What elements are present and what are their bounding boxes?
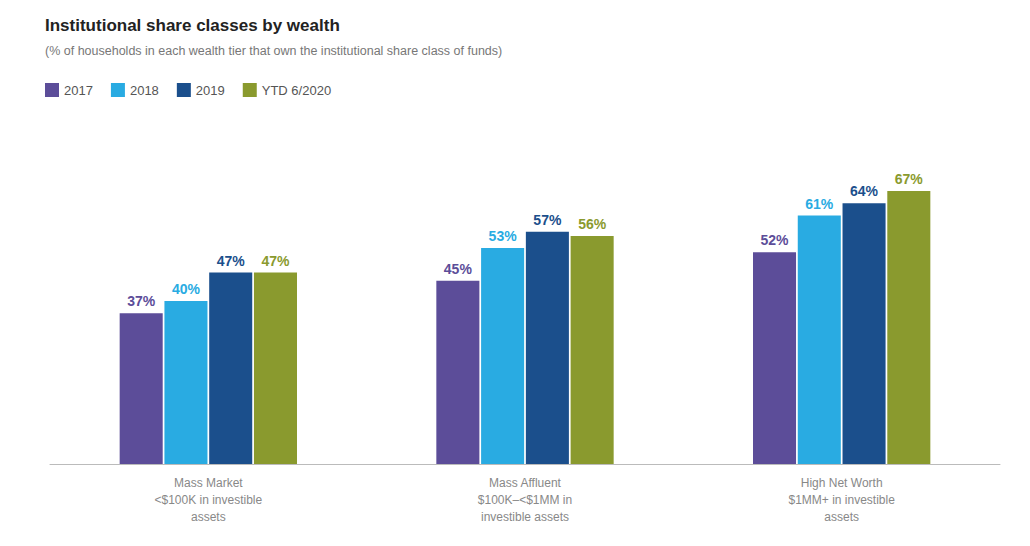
svg-text:YTD 6/2020: YTD 6/2020 bbox=[262, 83, 331, 98]
svg-text:45%: 45% bbox=[444, 261, 473, 277]
svg-text:53%: 53% bbox=[489, 228, 518, 244]
svg-text:40%: 40% bbox=[172, 281, 201, 297]
svg-text:37%: 37% bbox=[127, 293, 156, 309]
svg-text:2019: 2019 bbox=[196, 83, 225, 98]
svg-text:assets: assets bbox=[824, 510, 859, 524]
svg-text:67%: 67% bbox=[895, 171, 924, 187]
svg-text:High Net Worth: High Net Worth bbox=[801, 476, 883, 490]
svg-text:assets: assets bbox=[191, 510, 226, 524]
svg-text:Mass Market: Mass Market bbox=[174, 476, 243, 490]
svg-text:2018: 2018 bbox=[130, 83, 159, 98]
svg-text:(% of households in each wealt: (% of households in each wealth tier tha… bbox=[45, 44, 502, 58]
svg-text:64%: 64% bbox=[850, 183, 879, 199]
svg-text:56%: 56% bbox=[578, 216, 607, 232]
svg-text:52%: 52% bbox=[761, 232, 790, 248]
svg-text:<$100K in investible: <$100K in investible bbox=[154, 493, 262, 507]
svg-text:47%: 47% bbox=[217, 253, 246, 269]
svg-text:$1MM+ in investible: $1MM+ in investible bbox=[788, 493, 895, 507]
svg-text:Mass Affluent: Mass Affluent bbox=[489, 476, 561, 490]
svg-text:$100K–<$1MM in: $100K–<$1MM in bbox=[478, 493, 572, 507]
svg-text:57%: 57% bbox=[533, 212, 562, 228]
svg-text:investible assets: investible assets bbox=[481, 510, 569, 524]
svg-text:2017: 2017 bbox=[64, 83, 93, 98]
svg-text:Institutional share classes by: Institutional share classes by wealth bbox=[45, 16, 340, 35]
svg-text:61%: 61% bbox=[805, 196, 834, 212]
svg-text:47%: 47% bbox=[261, 253, 290, 269]
